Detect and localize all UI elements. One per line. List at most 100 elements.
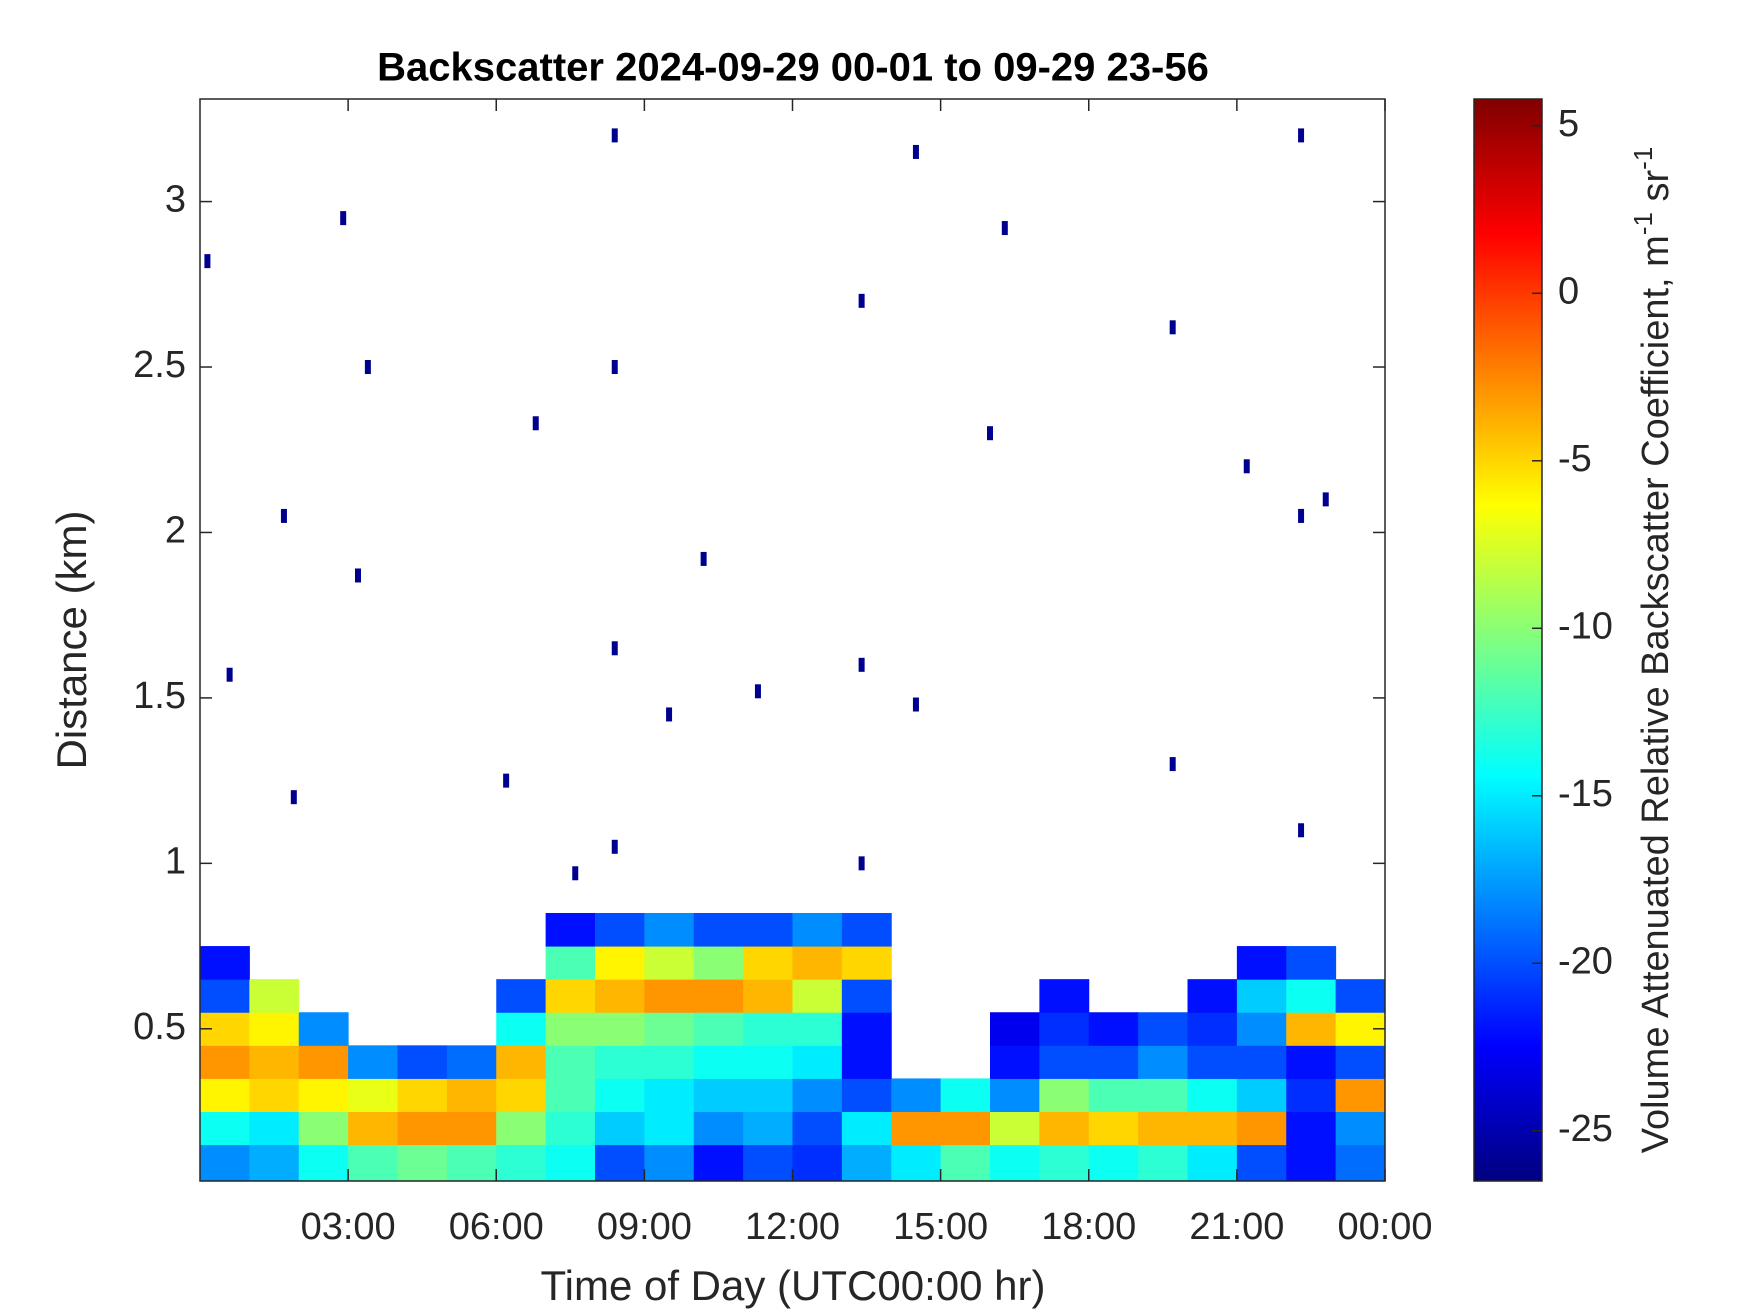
- heatmap-cell: [200, 1045, 250, 1079]
- heatmap-cell: [792, 1144, 843, 1182]
- heatmap-cell: [1286, 979, 1337, 1013]
- heatmap-cell: [545, 1012, 596, 1046]
- heatmap-cell: [1088, 1045, 1139, 1079]
- heatmap-cell: [446, 1078, 497, 1113]
- heatmap-cell: [1286, 1111, 1337, 1146]
- speckle: [572, 866, 579, 881]
- heatmap-cell: [446, 1144, 497, 1182]
- x-tick-label: 15:00: [893, 1206, 988, 1248]
- colorbar-label-text: sr: [1635, 169, 1677, 212]
- colorbar-label-sup: -1: [1628, 147, 1658, 170]
- heatmap-cell: [1039, 1045, 1090, 1079]
- heatmap-cell: [545, 1111, 596, 1146]
- heatmap-cell: [1286, 946, 1337, 980]
- colorbar-tick-label: -15: [1558, 773, 1613, 815]
- heatmap-cell: [841, 946, 892, 980]
- heatmap-cell: [1039, 1111, 1090, 1146]
- speckle: [532, 416, 539, 431]
- speckle: [987, 426, 993, 441]
- heatmap-cell: [841, 1078, 892, 1113]
- heatmap-cell: [249, 1012, 300, 1046]
- heatmap-cell: [743, 979, 793, 1013]
- y-tick-label: 2: [165, 509, 186, 551]
- heatmap-cell: [595, 1111, 645, 1146]
- heatmap-cell: [1286, 1144, 1337, 1182]
- heatmap-cell: [891, 1144, 942, 1182]
- heatmap-cell: [1088, 1111, 1139, 1146]
- colorbar-tick-label: -20: [1558, 940, 1613, 982]
- heatmap-cell: [595, 912, 645, 947]
- heatmap-cell: [940, 1144, 991, 1182]
- speckle: [280, 508, 287, 523]
- x-axis-label: Time of Day (UTC00:00 hr): [541, 1262, 1046, 1309]
- heatmap-cell: [1236, 1144, 1287, 1182]
- heatmap-cell: [595, 1045, 645, 1079]
- heatmap-cell: [249, 1078, 300, 1113]
- speckle: [290, 790, 297, 805]
- heatmap-cell: [644, 1111, 695, 1146]
- heatmap-cell: [1335, 1144, 1386, 1182]
- heatmap-cell: [693, 1111, 744, 1146]
- heatmap-cell: [891, 1111, 942, 1146]
- heatmap-cell: [644, 1012, 695, 1046]
- heatmap-cell: [693, 1144, 744, 1182]
- heatmap-cell: [990, 1144, 1040, 1182]
- heatmap-cell: [644, 912, 695, 947]
- heatmap-cell: [792, 912, 843, 947]
- speckle: [666, 707, 673, 722]
- colorbar-tick-label: -5: [1558, 438, 1592, 480]
- colorbar-label-sup: -1: [1628, 212, 1658, 235]
- heatmap-cell: [200, 1144, 250, 1182]
- heatmap-cell: [990, 1111, 1040, 1146]
- heatmap-cell: [841, 1144, 892, 1182]
- speckle: [364, 360, 371, 375]
- heatmap-cell: [743, 1144, 793, 1182]
- heatmap-cell: [693, 979, 744, 1013]
- heatmap-cell: [249, 1045, 300, 1079]
- heatmap-cell: [1335, 1045, 1386, 1079]
- colorbar-label-text: Volume Attenuated Relative Backscatter C…: [1635, 235, 1677, 1153]
- speckle: [1169, 757, 1176, 772]
- speckle: [1298, 823, 1305, 838]
- heatmap-cell: [1335, 979, 1386, 1013]
- speckle: [1298, 508, 1305, 523]
- speckle: [611, 128, 618, 143]
- y-tick-label: 1.5: [133, 675, 186, 717]
- heatmap-cell: [1335, 1078, 1386, 1113]
- heatmap-cell: [397, 1078, 448, 1113]
- heatmap-cell: [1286, 1078, 1337, 1113]
- heatmap-cell: [545, 1045, 596, 1079]
- heatmap-cell: [644, 979, 695, 1013]
- heatmap-cell: [446, 1111, 497, 1146]
- heatmap-cell: [348, 1078, 398, 1113]
- heatmap-cell: [693, 1012, 744, 1046]
- heatmap-cell: [1088, 1144, 1139, 1182]
- heatmap-cell: [891, 1078, 942, 1113]
- heatmap-cell: [1187, 1078, 1238, 1113]
- speckle: [1169, 320, 1176, 335]
- heatmap-cell: [792, 1012, 843, 1046]
- heatmap-cell: [693, 1045, 744, 1079]
- heatmap-cell: [1236, 1012, 1287, 1046]
- y-tick-label: 1: [165, 840, 186, 882]
- heatmap-cell: [841, 1111, 892, 1146]
- heatmap-cell: [743, 1045, 793, 1079]
- x-tick-label: 09:00: [597, 1206, 692, 1248]
- heatmap-cell: [1236, 946, 1287, 980]
- speckle: [611, 360, 618, 375]
- heatmap-cell: [841, 1045, 892, 1079]
- heatmap-cell: [298, 1111, 349, 1146]
- heatmap-cell: [693, 912, 744, 947]
- heatmap-cell: [200, 946, 250, 980]
- colorbar-tick-label: 5: [1558, 103, 1579, 145]
- heatmap-cell: [990, 1045, 1040, 1079]
- heatmap-cell: [644, 1144, 695, 1182]
- heatmap-cell: [1335, 1111, 1386, 1146]
- heatmap-cell: [1286, 1012, 1337, 1046]
- heatmap-cell: [1187, 979, 1238, 1013]
- speckle: [858, 293, 865, 308]
- heatmap-cell: [545, 912, 596, 947]
- heatmap-cell: [1039, 1144, 1090, 1182]
- heatmap-cell: [1236, 1111, 1287, 1146]
- heatmap-cell: [298, 1144, 349, 1182]
